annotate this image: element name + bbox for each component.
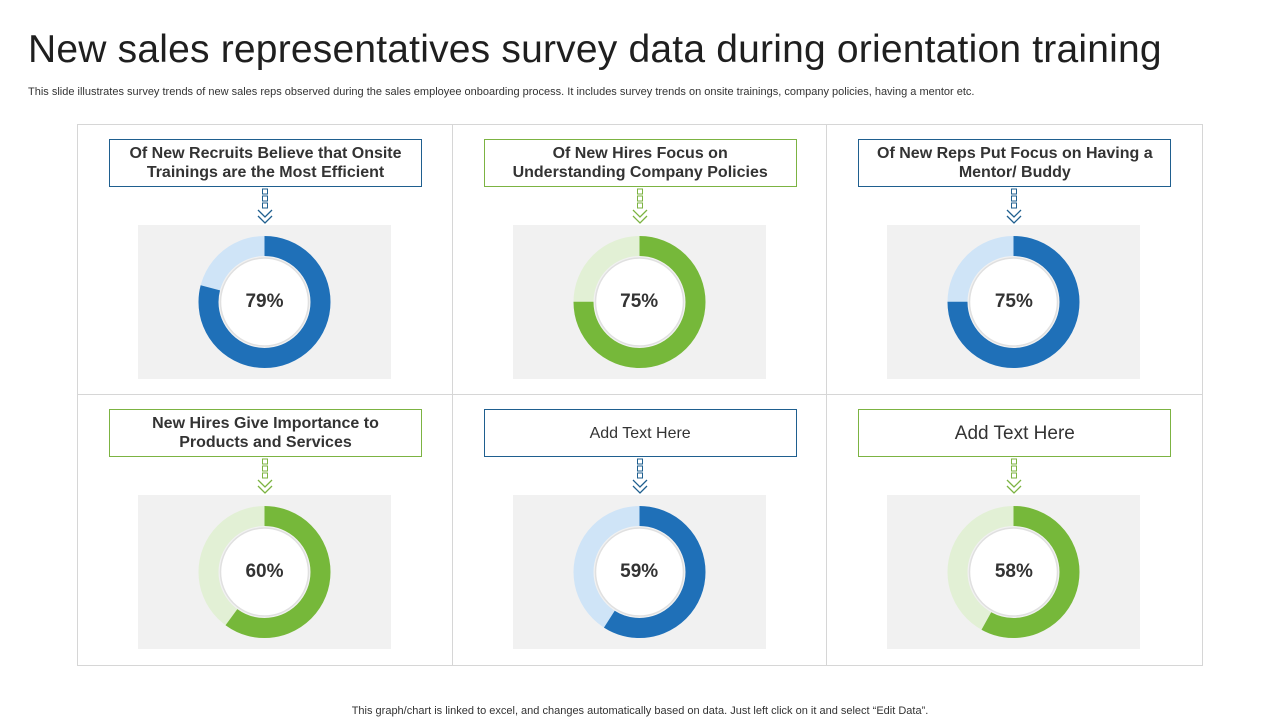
connector-dot [262, 202, 268, 209]
connector-dot [636, 195, 643, 202]
connector-dot [262, 458, 268, 465]
chevron-down-icon [1006, 209, 1022, 224]
survey-label: Of New Hires Focus on Understanding Comp… [483, 139, 797, 187]
chevron-down-icon [632, 479, 648, 494]
survey-card: Add Text Here 58% [827, 395, 1202, 665]
connector-dot [1011, 202, 1018, 209]
donut-panel[interactable]: 59% [512, 495, 766, 649]
survey-label: Of New Recruits Believe that Onsite Trai… [109, 139, 422, 187]
donut-panel[interactable]: 79% [138, 225, 391, 379]
survey-label: Add Text Here [858, 409, 1172, 457]
connector-arrow-icon [632, 188, 648, 224]
donut-chart [947, 236, 1080, 368]
page-subtitle: This slide illustrates survey trends of … [28, 86, 975, 98]
survey-label: Of New Reps Put Focus on Having a Mentor… [858, 139, 1172, 187]
connector-dot [636, 465, 643, 472]
footer-note: This graph/chart is linked to excel, and… [351, 705, 929, 717]
connector-dot [262, 472, 268, 479]
connector-arrow-icon [257, 458, 273, 494]
connector-dot [262, 465, 268, 472]
chevron-down-icon [257, 209, 273, 224]
donut-panel[interactable]: 60% [138, 495, 391, 649]
survey-card: Of New Recruits Believe that Onsite Trai… [78, 125, 453, 395]
connector-arrow-icon [1006, 188, 1022, 224]
percent-label: 75% [620, 291, 659, 312]
donut-chart [198, 506, 331, 638]
survey-card: New Hires Give Importance to Products an… [78, 395, 453, 665]
donut-value-arc [947, 506, 1080, 638]
connector-arrow-icon [632, 458, 648, 494]
donut-panel[interactable]: 75% [887, 225, 1141, 379]
connector-arrow-icon [1006, 458, 1022, 494]
percent-label: 79% [245, 291, 284, 312]
donut-center [969, 257, 1059, 347]
connector-dot [636, 202, 643, 209]
donut-chart [573, 506, 706, 638]
donut-center [969, 527, 1059, 617]
percent-label: 59% [620, 561, 659, 582]
donut-value-arc [573, 236, 706, 368]
connector-dot [636, 458, 643, 465]
donut-center [594, 527, 684, 617]
chevron-down-icon [1006, 479, 1022, 494]
connector-dot [1011, 465, 1018, 472]
page-title: New sales representatives survey data du… [28, 28, 1162, 71]
connector-dot [636, 472, 643, 479]
chevron-down-icon [257, 479, 273, 494]
percent-label: 58% [994, 561, 1033, 582]
donut-center [219, 527, 310, 617]
survey-label: New Hires Give Importance to Products an… [109, 409, 422, 457]
connector-dot [1011, 188, 1018, 195]
connector-dot [1011, 458, 1018, 465]
survey-card: Of New Hires Focus on Understanding Comp… [452, 125, 828, 395]
connector-dot [1011, 195, 1018, 202]
donut-panel[interactable]: 75% [512, 225, 766, 379]
donut-chart [947, 506, 1080, 638]
donut-center [594, 257, 684, 347]
connector-dot [1011, 472, 1018, 479]
donut-center [219, 257, 310, 347]
percent-label: 75% [994, 291, 1033, 312]
connector-dot [636, 188, 643, 195]
chevron-down-icon [632, 209, 648, 224]
connector-arrow-icon [257, 188, 273, 224]
donut-value-arc [198, 236, 331, 368]
donut-chart [573, 236, 706, 368]
donut-value-arc [947, 236, 1080, 368]
percent-label: 60% [245, 561, 284, 582]
donut-grid: Of New Recruits Believe that Onsite Trai… [77, 124, 1203, 666]
donut-chart [198, 236, 331, 368]
survey-card: Of New Reps Put Focus on Having a Mentor… [827, 125, 1202, 395]
donut-value-arc [198, 506, 331, 638]
connector-dot [262, 195, 268, 202]
donut-panel[interactable]: 58% [887, 495, 1141, 649]
donut-value-arc [573, 506, 706, 638]
connector-dot [262, 188, 268, 195]
survey-label: Add Text Here [483, 409, 797, 457]
survey-card: Add Text Here 59% [453, 395, 828, 665]
